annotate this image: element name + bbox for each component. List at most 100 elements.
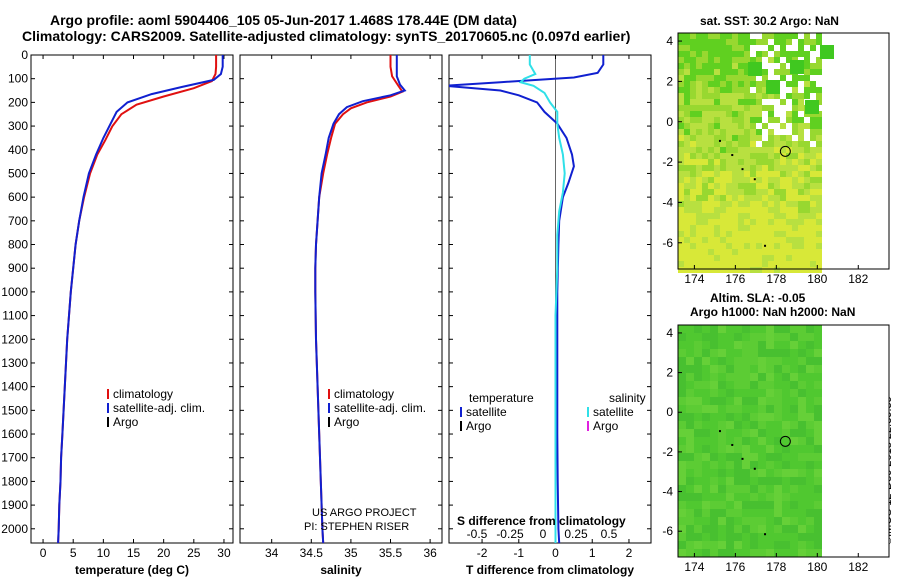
sla-lon-label: 182 — [848, 560, 868, 574]
salinity-plot-frame — [239, 54, 443, 544]
salinity-xlabel: salinity — [320, 563, 362, 577]
sla-lon-label: 178 — [766, 560, 786, 574]
sla-lat-label: 2 — [666, 366, 673, 380]
sst-profile-marker — [779, 145, 791, 157]
temperature-legend-label: climatology — [113, 387, 173, 401]
temperature-xtick-label: 25 — [187, 546, 201, 560]
depth-tick-label: 1000 — [1, 285, 28, 299]
sst-lon-label: 176 — [725, 272, 745, 286]
difference-xtick-label: 0 — [552, 546, 559, 560]
depth-tick-label: 500 — [8, 166, 28, 180]
sla-island-dot — [764, 533, 767, 536]
temperature-xtick-label: 5 — [70, 546, 77, 560]
sla-profile-marker — [779, 435, 791, 447]
difference-legend-group: salinity — [609, 391, 646, 405]
difference-xtick-label: -2 — [477, 546, 488, 560]
salinity-series-satellite-adj--clim- — [314, 55, 407, 543]
figure-title-line1: Argo profile: aoml 5904406_105 05-Jun-20… — [50, 12, 517, 28]
credit-project: US ARGO PROJECT — [312, 507, 417, 519]
salinity-xtick-label: 35.5 — [379, 546, 403, 560]
difference-xtick-label: 2 — [626, 546, 633, 560]
sst-lon-label: 180 — [807, 272, 827, 286]
sla-lat-label: -4 — [662, 485, 673, 499]
sst-lat-label: 2 — [666, 74, 673, 88]
sst-lon-label: 174 — [684, 272, 704, 286]
depth-tick-label: 2000 — [1, 522, 28, 536]
sst-map-frame — [677, 32, 890, 270]
sla-lon-label: 176 — [725, 560, 745, 574]
sst-lat-label: -4 — [662, 195, 673, 209]
depth-tick-label: 800 — [8, 238, 28, 252]
sla-island-dot — [753, 467, 756, 470]
salinity-xtick-label: 35 — [344, 546, 358, 560]
depth-tick-label: 600 — [8, 190, 28, 204]
credit-pi: PI: STEPHEN RISER — [304, 521, 409, 533]
depth-tick-label: 1800 — [1, 474, 28, 488]
depth-tick-label: 100 — [8, 72, 28, 86]
temperature-xtick-label: 0 — [40, 546, 47, 560]
salinity-legend-label: satellite-adj. clim. — [334, 401, 426, 415]
difference-legend-group: temperature — [469, 391, 534, 405]
difference-legend-label: satellite — [466, 405, 507, 419]
depth-tick-label: 1400 — [1, 380, 28, 394]
depth-tick-label: 1700 — [1, 451, 28, 465]
salinity-xtick-label: 34.5 — [300, 546, 324, 560]
sst-island-dot — [718, 139, 721, 142]
temperature-xlabel: temperature (deg C) — [75, 563, 189, 577]
sla-island-dot — [731, 443, 734, 446]
depth-tick-label: 1200 — [1, 332, 28, 346]
temperature-series-satellite-adj--clim- — [57, 55, 224, 543]
sla-island-dot — [741, 457, 744, 460]
salinity-xtick-label: 36 — [423, 546, 437, 560]
sla-lon-label: 180 — [807, 560, 827, 574]
sla-map-subtitle: Argo h1000: NaN h2000: NaN — [690, 305, 856, 319]
sst-island-dot — [731, 154, 734, 157]
difference-legend-label: Argo — [593, 419, 619, 433]
sst-island-dot — [764, 244, 767, 247]
sst-map-title: sat. SST: 30.2 Argo: NaN — [700, 14, 839, 28]
depth-tick-label: 700 — [8, 214, 28, 228]
difference-s-xlabel: S difference from climatology — [457, 514, 626, 528]
difference-xtick-label: 1 — [589, 546, 596, 560]
sst-lat-label: -6 — [662, 236, 673, 250]
temperature-plot-frame — [30, 54, 234, 544]
difference-legend-label: Argo — [466, 419, 492, 433]
sla-lat-label: 4 — [666, 326, 673, 340]
sst-lat-label: 4 — [666, 34, 673, 48]
sst-lon-label: 178 — [766, 272, 786, 286]
sla-lat-label: -6 — [662, 524, 673, 538]
sla-lat-label: 0 — [666, 405, 673, 419]
depth-tick-label: 300 — [8, 119, 28, 133]
sst-map-field — [678, 33, 834, 273]
depth-tick-label: 1100 — [2, 309, 28, 323]
temperature-legend-label: Argo — [113, 415, 139, 429]
depth-tick-label: 900 — [8, 261, 28, 275]
sla-map-frame — [677, 324, 890, 558]
sla-map-title: Altim. SLA: -0.05 — [710, 291, 806, 305]
depth-tick-label: 200 — [8, 95, 28, 109]
salinity-legend-label: climatology — [334, 387, 394, 401]
difference-s-tick-label: 0.25 — [564, 527, 588, 541]
sst-island-dot — [741, 168, 744, 171]
sst-lon-label: 182 — [848, 272, 868, 286]
difference-s-tick-label: -0.25 — [496, 527, 524, 541]
sla-lat-label: -2 — [662, 445, 673, 459]
temperature-xtick-label: 15 — [127, 546, 141, 560]
figure-title-line2: Climatology: CARS2009. Satellite-adjuste… — [22, 28, 631, 44]
difference-s-tick-label: -0.5 — [467, 527, 488, 541]
temperature-xtick-label: 10 — [97, 546, 111, 560]
difference-xtick-label: -1 — [513, 546, 524, 560]
sla-map-field — [678, 325, 822, 557]
temperature-xtick-label: 20 — [157, 546, 171, 560]
difference-series-t-satellite — [449, 55, 605, 543]
difference-xlabel: T difference from climatology — [466, 563, 634, 577]
salinity-legend-label: Argo — [334, 415, 360, 429]
difference-s-tick-label: 0 — [540, 527, 547, 541]
salinity-xtick-label: 34 — [265, 546, 279, 560]
depth-tick-label: 1300 — [1, 356, 28, 370]
difference-plot-frame — [448, 54, 652, 544]
difference-legend-label: satellite — [593, 405, 634, 419]
difference-s-tick-label: 0.5 — [601, 527, 618, 541]
depth-tick-label: 400 — [8, 143, 28, 157]
